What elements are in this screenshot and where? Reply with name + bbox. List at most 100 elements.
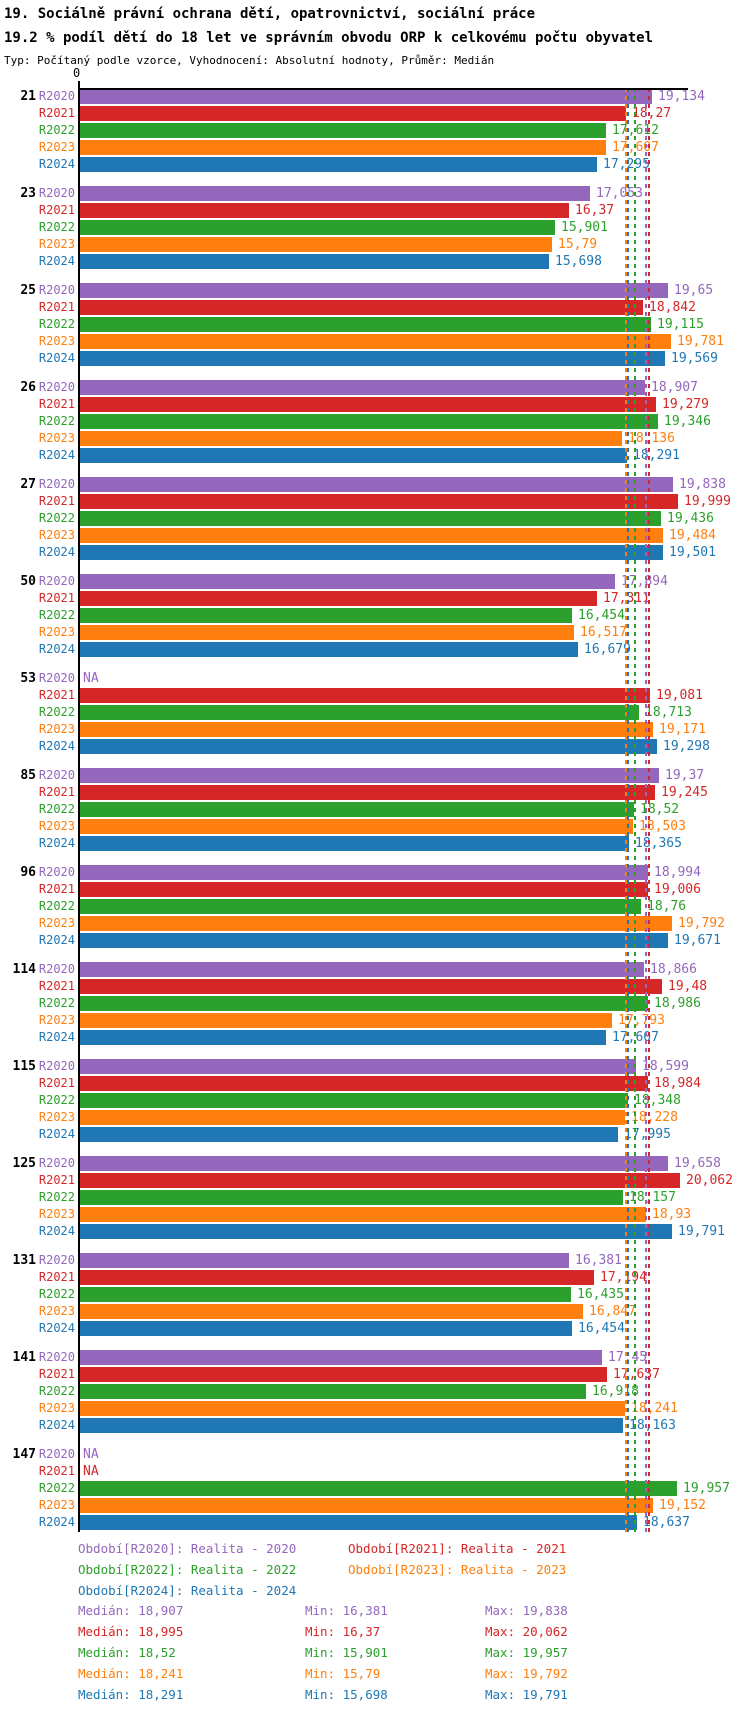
series-year-label: R2024	[38, 1418, 75, 1432]
stat-min-r2020: Min: 16,381	[305, 1603, 388, 1618]
series-year-label: R2023	[38, 1401, 75, 1415]
category-label: 21	[20, 89, 36, 104]
bar-row-96-r2022: R2022 18,76	[0, 899, 750, 916]
bar-r2024-27	[78, 545, 663, 560]
chart-stats: Medián: 18,907 Min: 16,381 Max: 19,838 Medi…	[78, 1600, 718, 1705]
bar-r2020-96	[78, 865, 648, 880]
series-year-label: R2020	[38, 962, 75, 976]
series-year-label: R2022	[38, 608, 75, 622]
bar-value-label: 20,062	[686, 1173, 733, 1188]
bar-value-label: 18,637	[643, 1515, 690, 1530]
x-axis-zero-label: 0	[73, 66, 81, 80]
bar-row-23-r2023: R2023 15,79	[0, 237, 750, 254]
bar-row-50-r2024: R2024 16,679	[0, 642, 750, 659]
bar-value-label: 18,986	[654, 996, 701, 1011]
bar-row-96-r2024: R2024 19,671	[0, 933, 750, 950]
bar-r2022-115	[78, 1093, 628, 1108]
chart-subtitle: 19.2 % podíl dětí do 18 let ve správním …	[4, 30, 654, 46]
bar-r2023-131	[78, 1304, 583, 1319]
series-year-label: R2024	[38, 739, 75, 753]
bar-r2020-115	[78, 1059, 636, 1074]
series-year-label: R2024	[38, 545, 75, 559]
bar-row-23-r2024: R2024 15,698	[0, 254, 750, 271]
x-axis-line	[78, 88, 688, 90]
bar-value-label: 15,79	[558, 237, 598, 252]
stats-row-r2023: Medián: 18,241 Min: 15,79 Max: 19,792	[78, 1663, 718, 1684]
bar-row-114-r2024: R202417,607	[0, 1030, 750, 1047]
series-year-label: R2022	[38, 220, 75, 234]
stats-row-r2021: Medián: 18,995 Min: 16,37 Max: 20,062	[78, 1621, 718, 1642]
bar-row-21-r2022: R202217,612	[0, 123, 750, 140]
median-line-r2024	[627, 88, 629, 1532]
bar-r2024-125	[78, 1224, 672, 1239]
bar-group-114: 114 R2020 18,866 R2021 19,48 R2022 18,986 R2023…	[0, 962, 750, 1047]
bar-r2020-23	[78, 186, 590, 201]
bar-row-21-r2024: R202417,295	[0, 157, 750, 174]
bar-row-115-r2020: 115 R2020 18,599	[0, 1059, 750, 1076]
series-year-label: R2024	[38, 642, 75, 656]
bar-value-label: 19,569	[671, 351, 718, 366]
bar-row-141-r2021: R2021 17,637	[0, 1367, 750, 1384]
bar-value-label: 18,907	[651, 380, 698, 395]
bar-r2020-114	[78, 962, 644, 977]
bar-value-label: 16,454	[578, 608, 625, 623]
series-year-label: R2021	[38, 203, 75, 217]
bar-value-label: 18,365	[635, 836, 682, 851]
na-value-label: NA	[83, 1464, 99, 1479]
bar-row-147-r2020: 147 R2020 NA	[0, 1447, 750, 1464]
bar-r2020-125	[78, 1156, 668, 1171]
bar-r2023-53	[78, 722, 653, 737]
bar-row-131-r2024: R2024 16,454	[0, 1321, 750, 1338]
bar-row-26-r2023: R2023 18,136	[0, 431, 750, 448]
bar-value-label: 19,48	[668, 979, 708, 994]
bar-value-label: 19,081	[656, 688, 703, 703]
series-year-label: R2023	[38, 237, 75, 251]
series-year-label: R2021	[38, 1367, 75, 1381]
series-year-label: R2020	[38, 186, 75, 200]
bar-r2023-23	[78, 237, 552, 252]
bar-row-141-r2024: R2024 18,163	[0, 1418, 750, 1435]
chart-header: 19. Sociálně právní ochrana dětí, opatro…	[4, 6, 748, 67]
series-year-label: R2024	[38, 448, 75, 462]
bar-r2021-50	[78, 591, 597, 606]
stat-median-r2022: Medián: 18,52	[78, 1645, 176, 1660]
bar-r2023-25	[78, 334, 671, 349]
bar-r2020-141	[78, 1350, 602, 1365]
bar-group-26: 26 R2020 18,907 R2021 19,279 R2022 19,346 R2023…	[0, 380, 750, 465]
bar-value-label: 16,37	[575, 203, 615, 218]
stat-min-r2021: Min: 16,37	[305, 1624, 381, 1639]
chart-title: 19. Sociálně právní ochrana dětí, opatro…	[4, 6, 536, 22]
bar-value-label: 19,279	[662, 397, 709, 412]
bar-row-96-r2023: R2023 19,792	[0, 916, 750, 933]
bar-row-147-r2023: R2023 19,152	[0, 1498, 750, 1515]
series-year-label: R2020	[38, 89, 75, 103]
chart-meta-info: Typ: Počítaný podle vzorce, Vyhodnocení:…	[4, 54, 495, 67]
series-year-label: R2021	[38, 300, 75, 314]
bar-group-27: 27 R2020 19,838 R2021 19,999 R2022 19,436 R2023…	[0, 477, 750, 562]
series-year-label: R2023	[38, 722, 75, 736]
bar-r2023-50	[78, 625, 574, 640]
bar-row-147-r2022: R2022 19,957	[0, 1481, 750, 1498]
stat-median-r2024: Medián: 18,291	[78, 1687, 184, 1702]
category-label: 147	[12, 1447, 36, 1462]
bar-r2022-141	[78, 1384, 586, 1399]
series-year-label: R2022	[38, 317, 75, 331]
series-year-label: R2023	[38, 1110, 75, 1124]
series-year-label: R2023	[38, 1304, 75, 1318]
bar-value-label: 18,157	[629, 1190, 676, 1205]
series-year-label: R2020	[38, 671, 75, 685]
bar-row-25-r2024: R2024 19,569	[0, 351, 750, 368]
bar-value-label: 19,781	[677, 334, 724, 349]
bar-row-23-r2020: 23 R2020 17,053	[0, 186, 750, 203]
bar-r2023-114	[78, 1013, 612, 1028]
bar-r2020-131	[78, 1253, 569, 1268]
bar-row-141-r2020: 141R202017,45	[0, 1350, 750, 1367]
bar-group-141: 141R202017,45R2021 17,637 R2022 16,918 R2023…	[0, 1350, 750, 1435]
series-year-label: R2020	[38, 768, 75, 782]
median-line-r2021	[648, 88, 650, 1532]
bar-r2021-125	[78, 1173, 680, 1188]
bar-value-label: 19,658	[674, 1156, 721, 1171]
stats-row-r2022: Medián: 18,52 Min: 15,901 Max: 19,957	[78, 1642, 718, 1663]
bar-value-label: 16,435	[577, 1287, 624, 1302]
series-year-label: R2022	[38, 1093, 75, 1107]
